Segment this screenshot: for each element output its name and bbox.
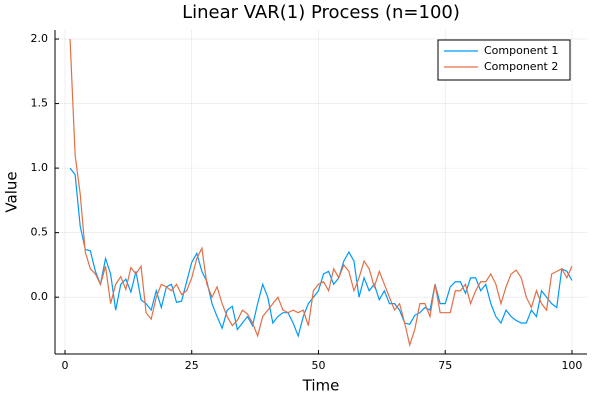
- y-tick-label: 1.5: [31, 97, 49, 110]
- x-tick-label: 75: [438, 359, 452, 372]
- x-tick-label: 100: [561, 359, 582, 372]
- x-axis-label: Time: [302, 377, 340, 395]
- series-line: [69, 39, 573, 348]
- y-tick-label: 0.0: [31, 290, 49, 303]
- y-tick-label: 1.0: [31, 161, 49, 174]
- x-tick-label: 0: [61, 359, 68, 372]
- x-tick-label: 50: [311, 359, 325, 372]
- y-axis-label: Value: [3, 171, 21, 212]
- chart-title: Linear VAR(1) Process (n=100): [182, 2, 460, 23]
- x-tick-label: 25: [185, 359, 199, 372]
- y-tick-label: 2.0: [31, 32, 49, 45]
- legend-label: Component 1: [484, 44, 558, 57]
- legend-label: Component 2: [484, 60, 558, 73]
- y-tick-label: 0.5: [31, 226, 49, 239]
- legend-box: [437, 39, 571, 81]
